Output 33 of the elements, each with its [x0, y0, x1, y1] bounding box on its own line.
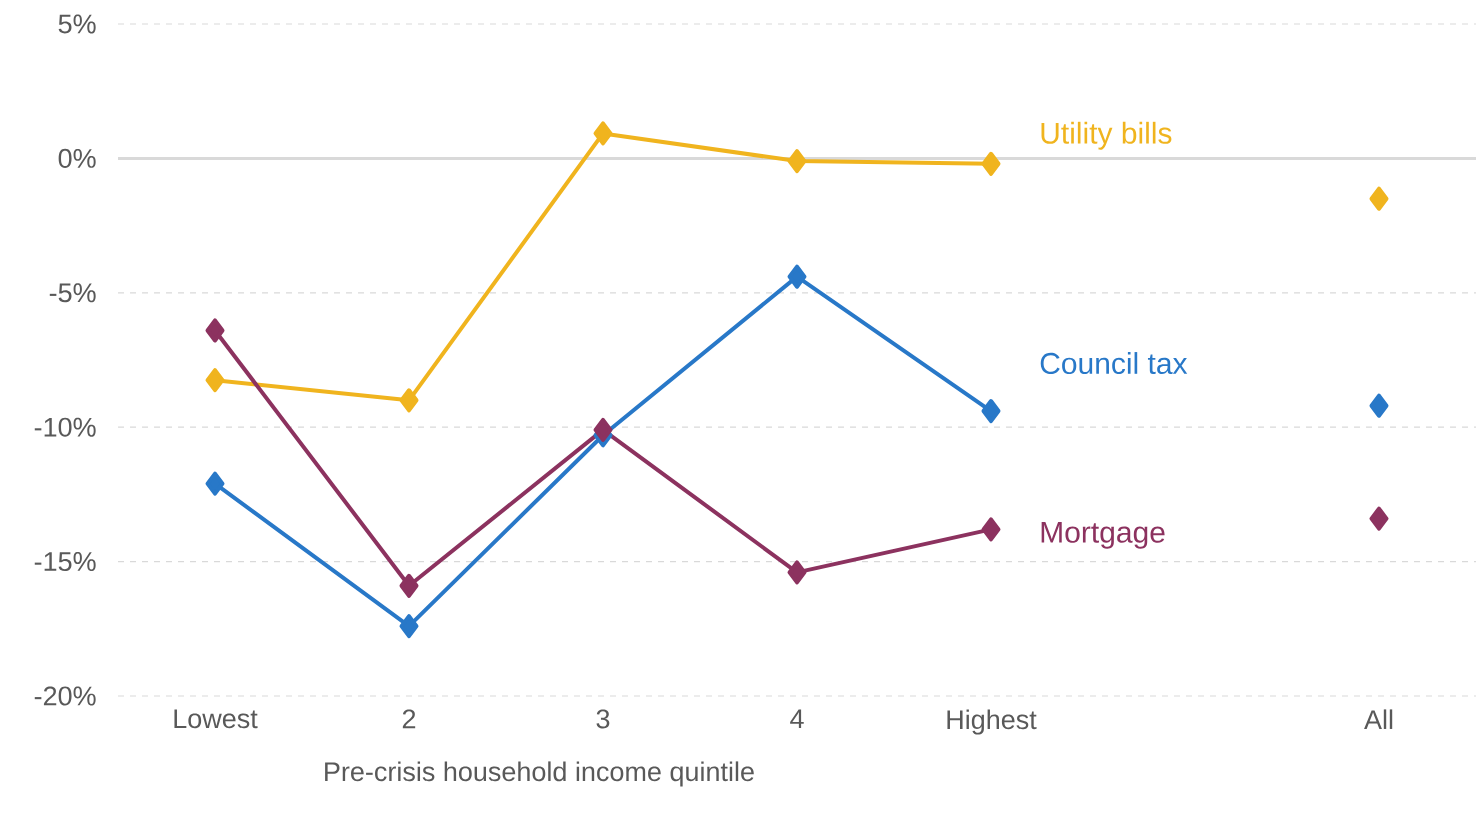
x-tick-label: All [1364, 709, 1393, 729]
point [399, 573, 419, 598]
point [593, 121, 613, 146]
series-label: Mortgage [1041, 521, 1165, 549]
point [981, 399, 1001, 424]
y-tick-label: 0% [58, 148, 96, 168]
point [399, 614, 419, 639]
point [981, 517, 1001, 542]
y-tick-label: -20% [34, 686, 96, 706]
y-tick-label: -15% [34, 552, 96, 572]
point [205, 471, 225, 496]
y-tick-label: -5% [49, 283, 96, 303]
point [593, 417, 613, 442]
point [205, 318, 225, 343]
x-tick-label: 2 [402, 709, 416, 729]
point [1369, 393, 1389, 418]
point [1369, 506, 1389, 531]
point [1369, 186, 1389, 211]
point [787, 264, 807, 289]
series-label: Council tax [1040, 352, 1188, 375]
x-tick-label: 3 [596, 709, 610, 729]
point [981, 151, 1001, 176]
point [399, 388, 419, 413]
x-tick-label: 4 [790, 709, 804, 728]
x-tick-label: Lowest [174, 709, 258, 729]
series-label: Utility bills [1041, 121, 1172, 150]
y-tick-label: -10% [34, 417, 96, 437]
x-axis-title: Pre-crisis household income quintile [325, 761, 754, 787]
x-tick-label: Highest [947, 709, 1037, 735]
point [205, 368, 225, 393]
point [787, 149, 807, 174]
point [787, 560, 807, 585]
y-tick-label: 5% [58, 14, 96, 34]
